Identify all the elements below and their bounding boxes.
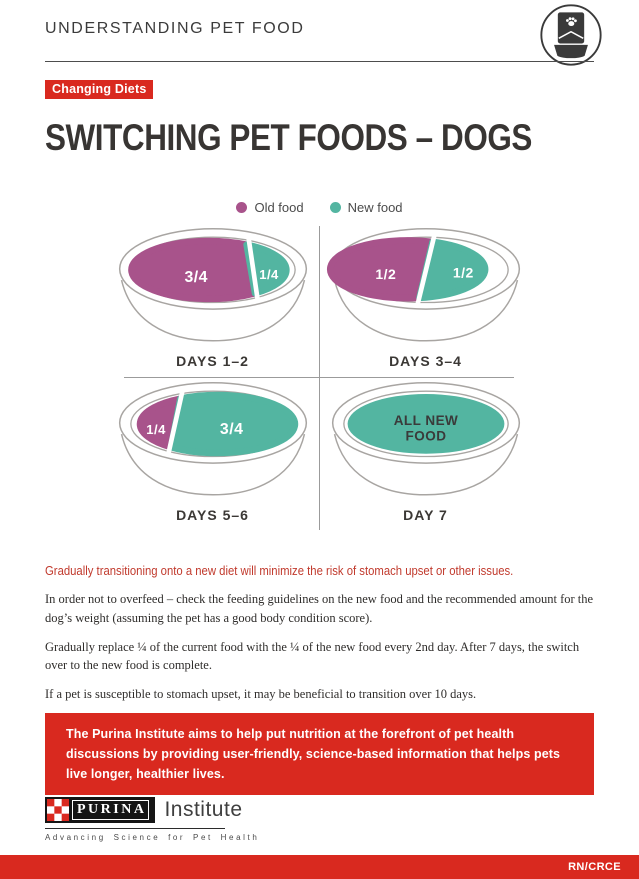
bowl-day-7: ALL NEW FOOD DAY 7: [319, 378, 532, 532]
bowl-days-5-6: 1/4 3/4 DAYS 5–6: [106, 378, 319, 532]
bowl-days-1-2: 3/4 1/4 DAYS 1–2: [106, 224, 319, 378]
header-title: UNDERSTANDING PET FOOD: [45, 20, 305, 37]
quadrant-divider-vertical: [318, 226, 320, 530]
institute-wordmark: Institute: [164, 798, 243, 821]
new-food-dot: [329, 202, 341, 213]
pet-food-bag-and-bowl-icon: [539, 3, 603, 72]
dog-bowl-illustration: 3/4 1/4: [118, 228, 307, 342]
svg-text:1/4: 1/4: [146, 422, 166, 437]
body-text: In order not to overfeed – check the fee…: [45, 590, 594, 714]
svg-text:1/2: 1/2: [452, 264, 473, 280]
body-paragraph: If a pet is susceptible to stomach upset…: [45, 687, 477, 701]
transition-diagram: 3/4 1/4 DAYS 1–2 1/2 1/2 DAYS 3–4 1/4 3/4 DAYS 5…: [106, 224, 532, 532]
bowl-caption: DAYS 5–6: [176, 507, 249, 523]
dog-bowl-illustration: ALL NEW FOOD: [331, 382, 520, 496]
footer-tagline: Advancing Science for Pet Health: [45, 833, 260, 842]
svg-text:3/4: 3/4: [219, 421, 242, 438]
footer-code-bar: RN/CRCE: [0, 855, 639, 879]
body-paragraph: In order not to overfeed – check the fee…: [45, 592, 594, 625]
legend-old-food-label: Old food: [254, 200, 304, 215]
page-title: SWITCHING PET FOODS – DOGS: [45, 117, 532, 158]
purina-checkerboard-icon: [47, 799, 69, 821]
dog-bowl-illustration: 1/2 1/2: [326, 228, 520, 342]
purina-logo-box: PURINA: [45, 797, 156, 823]
tagline-divider: [45, 828, 225, 829]
old-food-dot: [236, 202, 248, 213]
food-legend: Old food New food: [0, 200, 639, 215]
quadrant-divider-horizontal: [124, 377, 514, 378]
bowl-caption: DAYS 3–4: [389, 353, 462, 369]
svg-text:3/4: 3/4: [184, 269, 207, 286]
svg-text:1/2: 1/2: [375, 266, 396, 282]
footer-code: RN/CRCE: [568, 861, 621, 873]
body-paragraph: Gradually replace ¼ of the current food …: [45, 639, 580, 673]
bowl-grid: 3/4 1/4 DAYS 1–2 1/2 1/2 DAYS 3–4 1/4 3/4 DAYS 5…: [106, 224, 532, 532]
header-divider: [45, 61, 594, 62]
purina-institute-logo: PURINA Institute Advancing Science for P…: [45, 797, 259, 842]
dog-bowl-illustration: 1/4 3/4: [118, 382, 307, 496]
legend-old-food: Old food: [236, 200, 304, 215]
purina-institute-callout: The Purina Institute aims to help put nu…: [45, 713, 594, 795]
bowl-days-3-4: 1/2 1/2 DAYS 3–4: [319, 224, 532, 378]
legend-new-food: New food: [329, 200, 403, 215]
purina-wordmark: PURINA: [72, 800, 150, 820]
lead-statement: Gradually transitioning onto a new diet …: [45, 563, 514, 578]
legend-new-food-label: New food: [347, 200, 403, 215]
bowl-caption: DAY 7: [403, 507, 448, 523]
section-badge: Changing Diets: [45, 80, 154, 99]
svg-text:1/4: 1/4: [259, 267, 279, 282]
bowl-caption: DAYS 1–2: [176, 353, 249, 369]
